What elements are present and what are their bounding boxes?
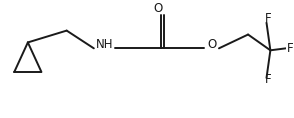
Text: F: F [265, 12, 271, 25]
Text: F: F [287, 42, 293, 55]
Text: O: O [153, 2, 163, 15]
Text: F: F [265, 73, 271, 86]
Text: NH: NH [96, 38, 113, 51]
Text: O: O [208, 38, 217, 51]
